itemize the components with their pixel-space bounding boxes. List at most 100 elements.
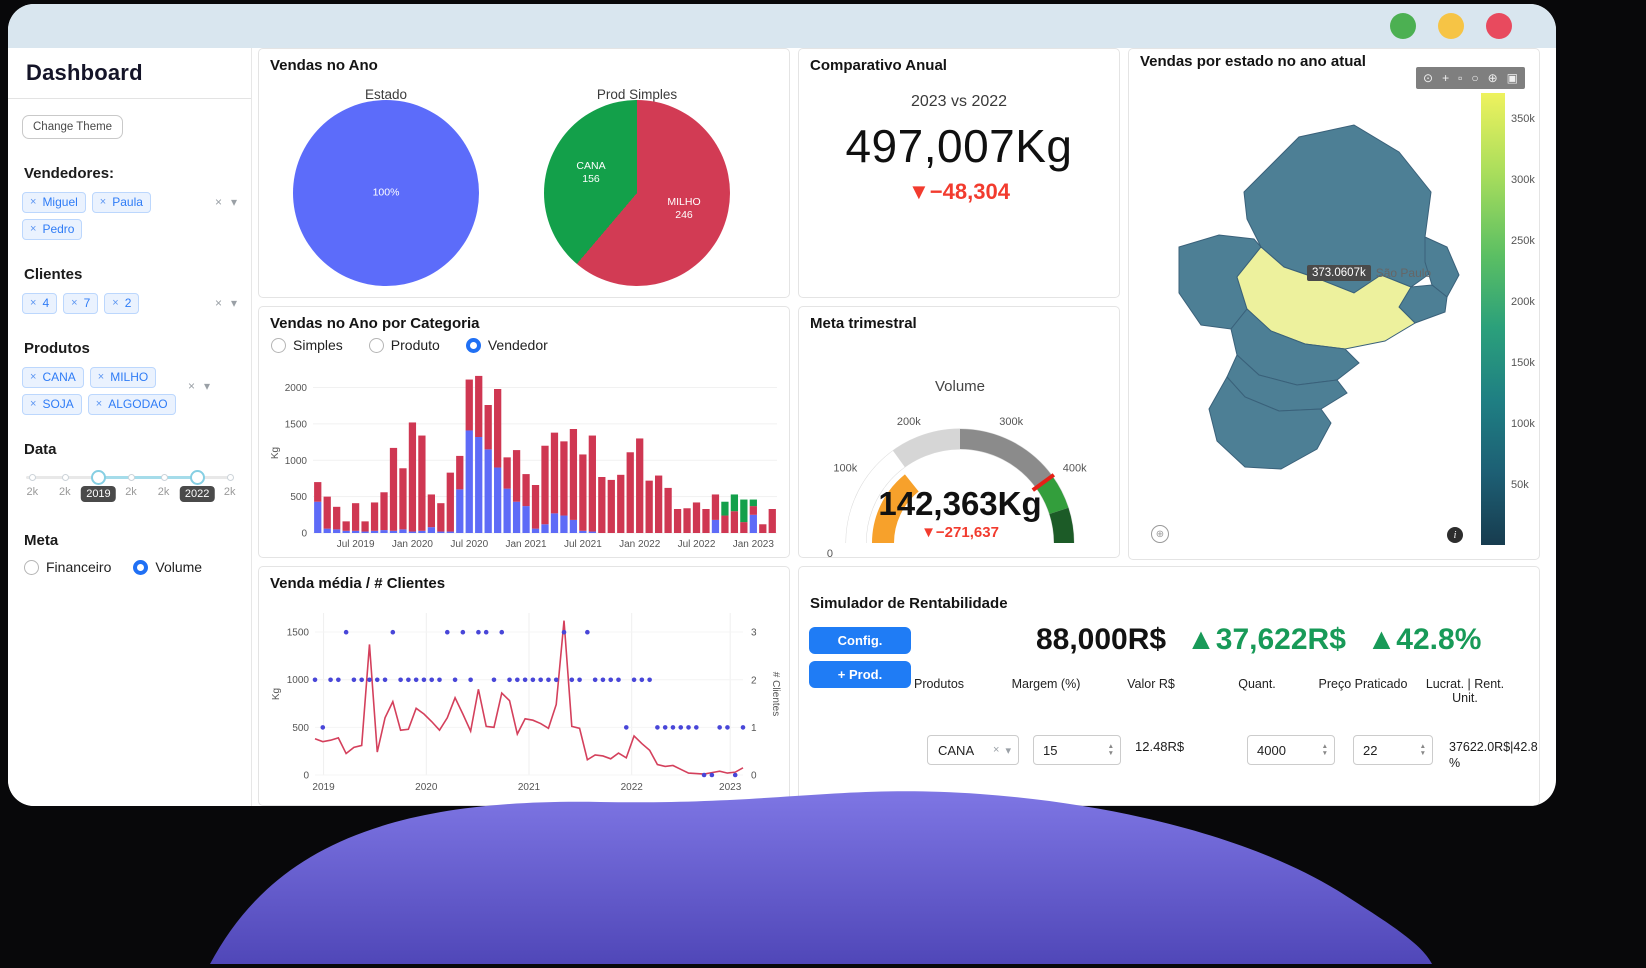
bar-segment[interactable]: [494, 467, 502, 533]
clientes-dot[interactable]: [662, 725, 668, 730]
bar-segment[interactable]: [503, 457, 511, 489]
bar-segment[interactable]: [494, 389, 502, 468]
clientes-dot[interactable]: [725, 725, 730, 730]
clear-all-icon[interactable]: ×: [188, 379, 196, 393]
preco-field[interactable]: [1354, 742, 1420, 758]
clientes-dot[interactable]: [351, 677, 357, 683]
clientes-dot[interactable]: [585, 629, 590, 635]
bar-segment[interactable]: [749, 514, 757, 533]
bar-segment[interactable]: [512, 450, 521, 502]
radio-financeiro[interactable]: Financeiro: [24, 559, 111, 575]
clientes-dot[interactable]: [483, 629, 489, 635]
vendedores-select[interactable]: × Miguel × Paula × Pedro × ▾: [22, 192, 237, 240]
bar-segment[interactable]: [768, 509, 776, 533]
clientes-dot[interactable]: [390, 629, 396, 635]
produtos-select[interactable]: × CANA × MILHO × SOJA × ALGODAO × ▾: [22, 367, 237, 415]
bar-segment[interactable]: [550, 513, 559, 533]
bar-segment[interactable]: [380, 492, 388, 531]
bar-segment[interactable]: [569, 429, 578, 520]
selected-tag[interactable]: × ALGODAO: [87, 394, 176, 415]
slider-step-dot[interactable]: [160, 474, 168, 481]
bar-segment[interactable]: [759, 524, 767, 533]
clientes-dot[interactable]: [413, 677, 419, 683]
bar-segment[interactable]: [598, 477, 606, 533]
clientes-dot[interactable]: [530, 677, 536, 683]
bar-segment[interactable]: [465, 379, 473, 431]
clientes-dot[interactable]: [639, 677, 645, 683]
bar-segment[interactable]: [531, 528, 540, 533]
clientes-dot[interactable]: [429, 677, 435, 683]
bar-segment[interactable]: [484, 405, 492, 450]
pan-icon[interactable]: +: [1442, 71, 1450, 85]
slider-handle[interactable]: [91, 470, 107, 485]
bar-segment[interactable]: [664, 487, 672, 533]
clientes-dot[interactable]: [717, 725, 722, 730]
bar-segment[interactable]: [711, 494, 720, 520]
chevron-down-icon[interactable]: ▾: [230, 296, 237, 310]
bar-segment[interactable]: [399, 529, 407, 533]
slider-step-dot[interactable]: [226, 474, 234, 481]
bar-segment[interactable]: [541, 524, 549, 533]
clear-icon[interactable]: ×: [993, 743, 1000, 756]
bar-segment[interactable]: [654, 475, 663, 533]
radio-simples[interactable]: Simples: [271, 337, 343, 353]
bar-segment[interactable]: [427, 527, 436, 533]
slider-step-dot[interactable]: [128, 474, 135, 481]
remove-tag-icon[interactable]: ×: [71, 297, 78, 309]
bar-segment[interactable]: [437, 503, 445, 532]
bar-segment[interactable]: [475, 375, 483, 437]
clientes-dot[interactable]: [328, 677, 333, 683]
line-scatter-chart[interactable]: 2019 2020 2021 2022 2023 0 500 1000 1500 0 1 2 3 Kg # …: [265, 601, 785, 801]
pie-chart-estado[interactable]: [293, 100, 479, 286]
clientes-dot[interactable]: [382, 677, 388, 683]
chevron-down-icon[interactable]: ▾: [230, 195, 237, 209]
preco-input[interactable]: ▲▼: [1353, 735, 1433, 765]
bar-segment[interactable]: [361, 521, 369, 532]
clientes-dot[interactable]: [359, 677, 364, 683]
bar-segment[interactable]: [361, 531, 369, 533]
bar-segment[interactable]: [721, 515, 729, 533]
slider-step-dot[interactable]: [61, 474, 69, 481]
bar-segment[interactable]: [446, 472, 454, 532]
selected-tag[interactable]: × CANA: [22, 367, 84, 388]
state-rio-grande-do-sul[interactable]: [1208, 376, 1332, 470]
clientes-dot[interactable]: [320, 725, 326, 730]
stepper-icon[interactable]: ▲ ▼: [1107, 743, 1114, 757]
bar-segment[interactable]: [446, 531, 454, 533]
bar-segment[interactable]: [333, 506, 341, 530]
bar-segment[interactable]: [418, 435, 426, 531]
lasso-icon[interactable]: ○: [1471, 71, 1479, 85]
clientes-dot[interactable]: [616, 677, 621, 683]
bar-segment[interactable]: [503, 488, 511, 533]
bar-segment[interactable]: [342, 521, 350, 531]
clientes-dot[interactable]: [343, 629, 349, 635]
clientes-dot[interactable]: [608, 677, 614, 683]
clientes-dot[interactable]: [499, 629, 505, 635]
zoom-reset-icon[interactable]: ⊕: [1151, 525, 1169, 543]
radio-produto[interactable]: Produto: [368, 337, 440, 353]
remove-tag-icon[interactable]: ×: [30, 398, 37, 410]
remove-tag-icon[interactable]: ×: [30, 223, 37, 235]
choropleth-map[interactable]: [1149, 97, 1479, 527]
clientes-dot[interactable]: [623, 725, 629, 730]
clientes-dot[interactable]: [452, 677, 458, 683]
bar-segment[interactable]: [730, 511, 739, 533]
clientes-dot[interactable]: [592, 677, 598, 683]
zoom-icon[interactable]: ⊕: [1487, 71, 1498, 85]
bar-segment[interactable]: [560, 441, 568, 516]
change-theme-button[interactable]: Change Theme: [22, 115, 124, 139]
clientes-dot[interactable]: [312, 677, 318, 683]
bar-segment[interactable]: [531, 485, 540, 529]
selected-tag[interactable]: × Paula: [91, 192, 151, 213]
slider-handle[interactable]: [190, 470, 206, 485]
select-icon[interactable]: ▫: [1458, 71, 1463, 85]
selected-tag[interactable]: × MILHO: [89, 367, 157, 388]
bar-segment[interactable]: [437, 531, 445, 533]
clientes-dot[interactable]: [421, 677, 427, 683]
clientes-dot[interactable]: [546, 677, 551, 683]
bar-segment[interactable]: [740, 499, 748, 523]
clientes-dot[interactable]: [437, 677, 442, 683]
clientes-dot[interactable]: [468, 677, 473, 683]
stacked-bar-chart[interactable]: 0 500 1000 1500 2000 Jul 2019 Jan 2020 Jul 2020…: [265, 359, 785, 555]
clientes-dot[interactable]: [491, 677, 497, 683]
